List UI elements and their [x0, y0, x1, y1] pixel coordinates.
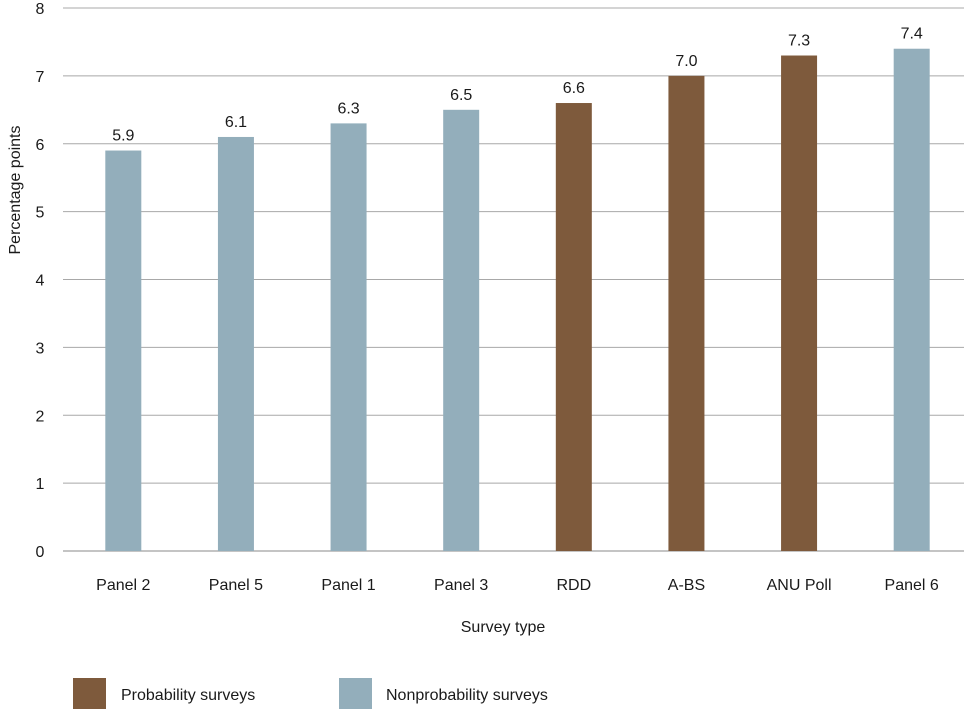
x-axis-ticks: Panel 2 Panel 5 Panel 1 Panel 3 RDD A-BS ANU P…: [96, 577, 939, 594]
x-tick-label: A-BS: [668, 577, 705, 594]
y-axis-ticks: 0 1 2 3 4 5 6 7 8: [36, 1, 45, 561]
y-tick-label: 0: [36, 544, 45, 561]
y-tick-label: 8: [36, 1, 45, 18]
bar-panel-1: [330, 123, 367, 551]
bars: [105, 48, 930, 552]
data-label: 6.3: [337, 100, 359, 117]
data-label: 7.0: [675, 53, 697, 70]
data-label: 7.3: [788, 33, 810, 50]
data-label: 7.4: [901, 26, 923, 43]
bar-panel-3: [443, 109, 480, 551]
data-label: 6.5: [450, 87, 472, 104]
x-tick-label: Panel 3: [434, 577, 488, 594]
x-tick-label: Panel 6: [885, 577, 939, 594]
data-label: 6.6: [563, 80, 585, 97]
value-labels: 5.9 6.1 6.3 6.5 6.6 7.0 7.3 7.4: [112, 26, 923, 145]
x-tick-label: ANU Poll: [767, 577, 832, 594]
bar-panel-2: [105, 150, 142, 551]
legend-swatch-probability: [73, 678, 106, 709]
bar-rdd: [555, 103, 592, 552]
y-tick-label: 4: [36, 273, 45, 290]
x-axis-title: Survey type: [461, 619, 546, 636]
y-tick-label: 6: [36, 137, 45, 154]
y-tick-label: 2: [36, 408, 45, 425]
y-tick-label: 3: [36, 340, 45, 357]
y-tick-label: 7: [36, 69, 45, 86]
y-tick-label: 1: [36, 476, 45, 493]
x-tick-label: RDD: [556, 577, 591, 594]
x-tick-label: Panel 5: [209, 577, 263, 594]
data-label: 5.9: [112, 128, 134, 145]
legend-swatch-nonprobability: [339, 678, 372, 709]
gridlines: [63, 7, 964, 552]
x-tick-label: Panel 2: [96, 577, 150, 594]
bar-anu-poll: [781, 55, 818, 551]
legend-label-nonprobability: Nonprobability surveys: [386, 687, 548, 704]
legend: Probability surveys Nonprobability surve…: [73, 678, 548, 709]
bar-panel-5: [217, 136, 254, 551]
bar-a-bs: [668, 75, 705, 551]
bar-panel-6: [893, 48, 930, 551]
y-tick-label: 5: [36, 205, 45, 222]
y-axis-title: Percentage points: [7, 126, 24, 255]
legend-label-probability: Probability surveys: [121, 687, 255, 704]
x-tick-label: Panel 1: [321, 577, 375, 594]
data-label: 6.1: [225, 114, 247, 131]
